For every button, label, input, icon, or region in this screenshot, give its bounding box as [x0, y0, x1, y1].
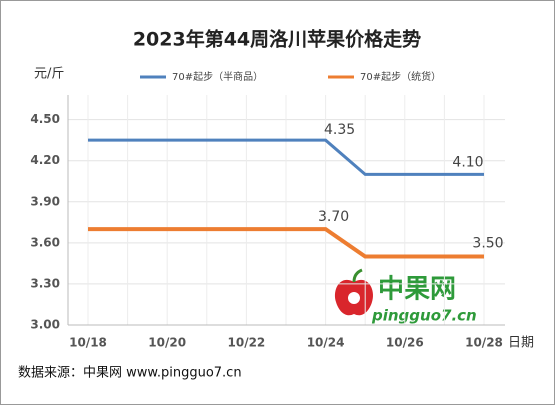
x-axis-label: 日期: [508, 336, 534, 351]
x-tick-label: 10/28: [465, 336, 503, 350]
x-tick-label: 10/22: [228, 336, 266, 350]
y-axis-label: 元/斤: [34, 67, 64, 82]
y-tick-label: 3.00: [30, 318, 60, 332]
y-tick-label: 3.60: [30, 235, 60, 249]
legend-label: 70#起步（统货）: [360, 70, 441, 83]
watermark-name: 中果网: [378, 275, 456, 305]
legend-label: 70#起步（半商品）: [172, 70, 263, 83]
y-tick-label: 3.30: [30, 276, 60, 290]
data-label: 4.10: [452, 154, 483, 170]
chart-title: 2023年第44周洛川苹果价格走势: [133, 28, 421, 51]
data-label: 4.35: [324, 122, 355, 138]
x-tick-label: 10/24: [307, 336, 345, 350]
data-label: 3.70: [318, 209, 349, 225]
series-line: [88, 138, 484, 176]
x-tick-label: 10/18: [69, 336, 107, 350]
y-tick-label: 4.50: [30, 112, 60, 126]
watermark-url: pingguo7.cn: [371, 307, 477, 325]
x-tick-label: 10/26: [386, 336, 424, 350]
y-tick-label: 3.90: [30, 194, 60, 208]
y-tick-label: 4.20: [30, 153, 60, 167]
x-tick-label: 10/20: [148, 336, 186, 350]
source-note: 数据来源：中果网 www.pingguo7.cn: [18, 366, 242, 381]
watermark-logo: [334, 268, 374, 316]
data-label: 3.50: [472, 236, 503, 252]
series-line: [88, 227, 484, 259]
